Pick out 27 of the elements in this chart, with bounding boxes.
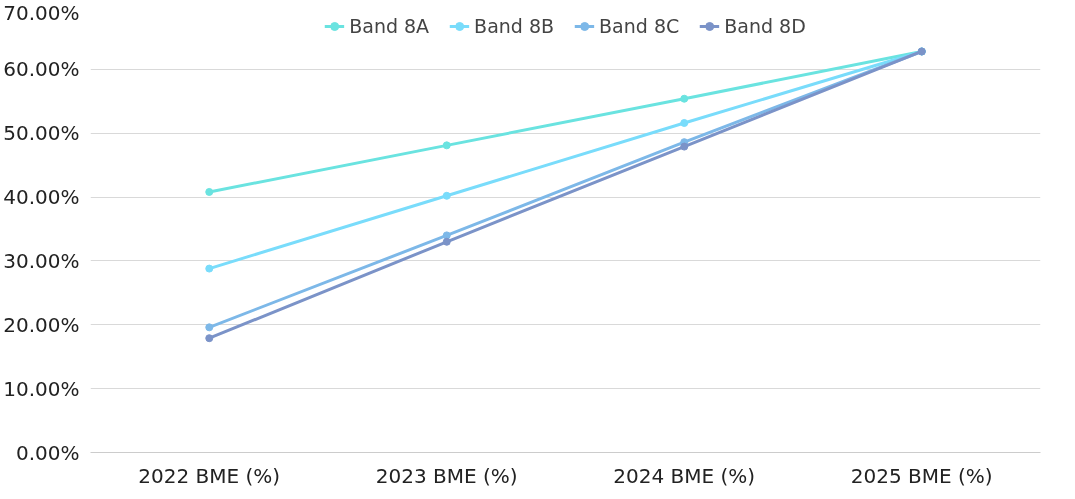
- point: [680, 119, 689, 127]
- y-tick-label: 0.00%: [15, 440, 80, 465]
- x-tick-label: 2022 BME (%): [138, 463, 281, 488]
- x-tick-label: 2025 BME (%): [850, 463, 993, 488]
- legend-label: Band 8B: [474, 15, 555, 37]
- y-tick-label: 40.00%: [3, 185, 80, 210]
- point: [442, 191, 451, 200]
- point: [680, 94, 689, 103]
- point: [205, 187, 214, 196]
- point: [442, 231, 451, 240]
- point: [205, 323, 214, 332]
- point: [442, 141, 451, 150]
- y-tick-label: 20.00%: [3, 312, 80, 337]
- y-tick-label: 70.00%: [3, 0, 80, 25]
- y-tick-label: 50.00%: [3, 121, 80, 146]
- y-tick-label: 30.00%: [3, 248, 80, 273]
- point: [680, 142, 689, 151]
- legend-label: Band 8D: [724, 15, 806, 37]
- y-tick-label: 10.00%: [3, 376, 80, 401]
- x-tick-label: 2023 BME (%): [375, 463, 518, 488]
- point: [205, 334, 214, 343]
- legend-label: Band 8A: [349, 15, 430, 37]
- point: [442, 237, 451, 246]
- point: [205, 264, 214, 273]
- x-tick-label: 2024 BME (%): [613, 463, 756, 488]
- legend-label: Band 8C: [599, 15, 680, 37]
- y-tick-label: 60.00%: [3, 57, 80, 82]
